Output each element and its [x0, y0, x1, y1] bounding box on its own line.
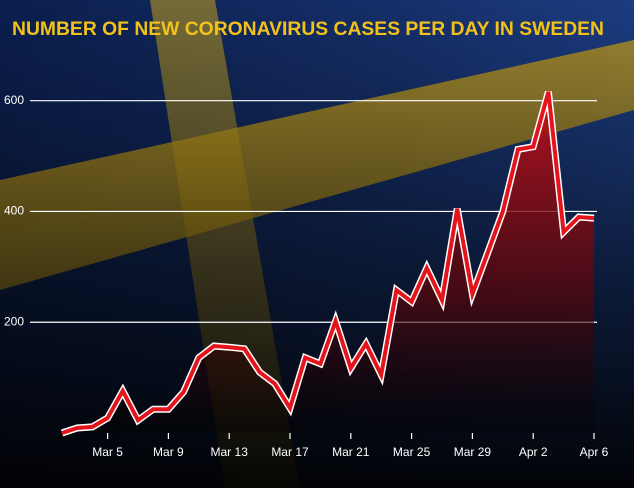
- x-tick-label: Apr 6: [580, 445, 609, 459]
- x-tick-label: Mar 9: [153, 445, 184, 459]
- line: [61, 91, 595, 435]
- x-tick-label: Mar 13: [211, 445, 249, 459]
- x-tick-label: Mar 21: [332, 445, 370, 459]
- x-tick-label: Mar 29: [454, 445, 492, 459]
- y-tick-label: 600: [4, 93, 24, 107]
- y-tick-label: 200: [4, 314, 24, 328]
- area: [62, 91, 594, 434]
- x-tick-label: Apr 2: [519, 445, 548, 459]
- x-tick-label: Mar 17: [271, 445, 309, 459]
- x-tick-label: Mar 25: [393, 445, 431, 459]
- y-tick-label: 400: [4, 204, 24, 218]
- chart-title: NUMBER OF NEW CORONAVIRUS CASES PER DAY …: [12, 19, 604, 40]
- x-tick-label: Mar 5: [92, 445, 123, 459]
